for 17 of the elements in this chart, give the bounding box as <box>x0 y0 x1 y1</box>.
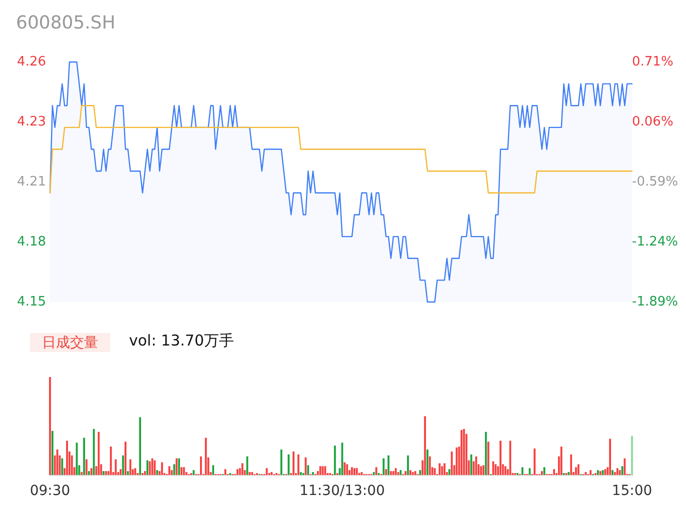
chart-title: 600805.SH <box>16 12 116 34</box>
x-tick-label: 15:00 <box>612 483 652 499</box>
y2-tick-label: 0.06% <box>632 114 674 130</box>
chart-title: 日成交量 <box>42 335 98 351</box>
y-tick-label: 4.18 <box>17 234 46 250</box>
y-tick-label: 4.23 <box>17 114 46 130</box>
y2-tick-label: -1.89% <box>632 294 678 310</box>
line-series <box>49 105 633 194</box>
y2-tick-label: -0.59% <box>632 174 678 190</box>
y2-tick-label: -1.24% <box>632 234 678 250</box>
y-tick-label: 4.15 <box>17 294 46 310</box>
x-tick-label: 09:30 <box>30 483 70 499</box>
text: vol: 13.70万手 <box>129 332 234 350</box>
x-tick-label: 11:30/13:00 <box>300 483 385 499</box>
y-tick-label: 4.21 <box>17 174 46 190</box>
y-tick-label: 4.26 <box>17 54 46 70</box>
y2-tick-label: 0.71% <box>632 54 674 70</box>
